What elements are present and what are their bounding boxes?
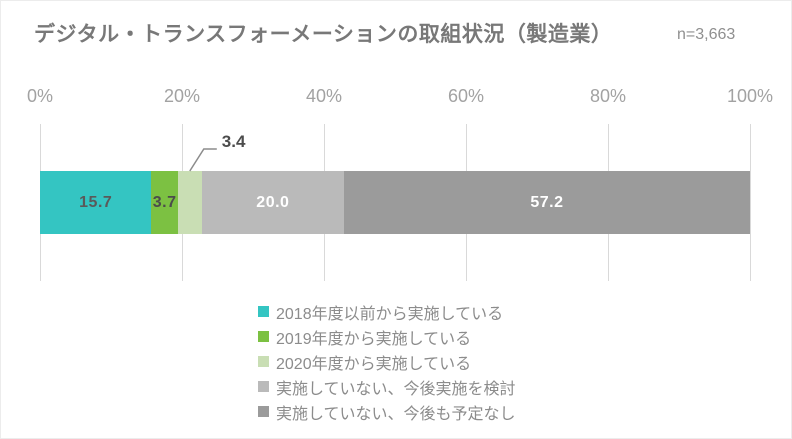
legend-item: 2018年度以前から実施している bbox=[258, 299, 516, 324]
legend-swatch-icon bbox=[258, 356, 269, 367]
x-axis-tick-label: 80% bbox=[589, 86, 627, 106]
legend-label: 実施していない、今後実施を検討 bbox=[276, 380, 516, 398]
data-label: 15.7 bbox=[79, 193, 113, 211]
legend-label: 2018年度以前から実施している bbox=[276, 305, 504, 323]
legend-label: 2019年度から実施している bbox=[276, 330, 472, 348]
legend-swatch-icon bbox=[258, 306, 269, 317]
x-axis-tick-label: 40% bbox=[305, 86, 343, 106]
data-label: 57.2 bbox=[530, 193, 564, 211]
legend-item: 実施していない、今後も予定なし bbox=[258, 399, 516, 424]
legend: 2018年度以前から実施している 2019年度から実施している 2020年度から実施… bbox=[258, 299, 516, 424]
legend-label: 実施していない、今後も予定なし bbox=[276, 405, 516, 423]
x-axis-tick-label: 100% bbox=[726, 86, 774, 106]
gridline bbox=[750, 124, 751, 281]
legend-swatch-icon bbox=[258, 381, 269, 392]
legend-label: 2020年度から実施している bbox=[276, 355, 472, 373]
x-axis-tick-label: 0% bbox=[26, 86, 54, 106]
data-label: 3.7 bbox=[152, 193, 177, 211]
chart-title: デジタル・トランスフォーメーションの取組状況（製造業） bbox=[34, 23, 613, 46]
data-label: 20.0 bbox=[256, 193, 290, 211]
bar-segment: 15.7 bbox=[40, 171, 152, 234]
sample-size-label: n=3,663 bbox=[677, 26, 736, 43]
legend-swatch-icon bbox=[258, 406, 269, 417]
bar-segment: 3.7 bbox=[151, 171, 178, 234]
x-axis-tick-label: 20% bbox=[163, 86, 201, 106]
legend-item: 実施していない、今後実施を検討 bbox=[258, 374, 516, 399]
bar-segment bbox=[177, 171, 202, 234]
callout-data-label: 3.4 bbox=[221, 132, 246, 151]
legend-item: 2020年度から実施している bbox=[258, 349, 516, 374]
bar-segment: 20.0 bbox=[201, 171, 344, 234]
legend-swatch-icon bbox=[258, 331, 269, 342]
legend-item: 2019年度から実施している bbox=[258, 324, 516, 349]
bar-segment: 57.2 bbox=[343, 171, 750, 234]
x-axis-tick-label: 60% bbox=[447, 86, 485, 106]
